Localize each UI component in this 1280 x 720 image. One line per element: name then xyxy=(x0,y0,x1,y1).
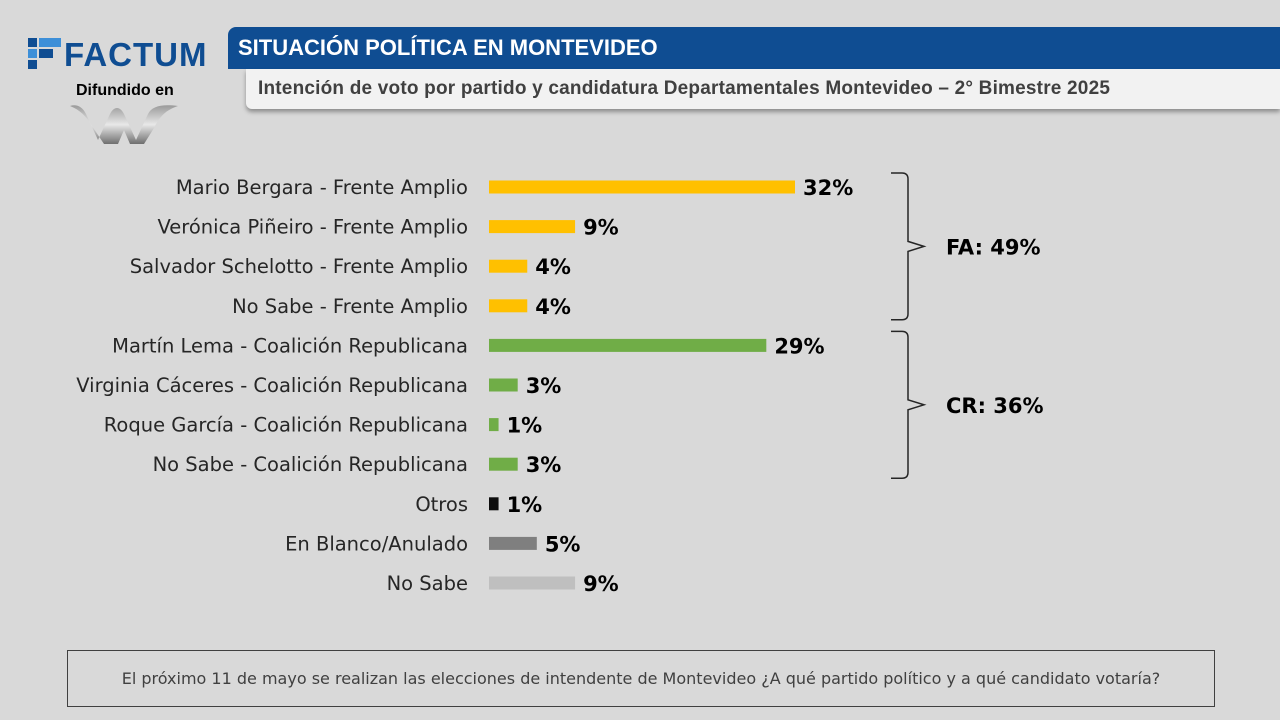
vote-intention-chart: Mario Bergara - Frente Amplio 32% Verónica… xyxy=(76,172,1044,596)
category-label: Martín Lema - Coalición Republicana xyxy=(112,334,468,357)
data-label: 4% xyxy=(535,295,571,319)
title-bar: SITUACIÓN POLÍTICA EN MONTEVIDEO xyxy=(228,27,1280,69)
group-total-label: CR: 36% xyxy=(946,394,1044,418)
bar xyxy=(489,378,518,392)
page-subtitle: Intención de voto por partido y candidat… xyxy=(258,78,1111,99)
data-label: 3% xyxy=(526,374,562,398)
w-logo-icon xyxy=(70,105,178,144)
brand-name: FACTUM xyxy=(64,36,208,73)
category-label: Verónica Piñeiro - Frente Amplio xyxy=(157,216,468,239)
data-label: 4% xyxy=(535,255,571,279)
bar xyxy=(489,497,499,511)
category-label: No Sabe - Frente Amplio xyxy=(232,295,468,318)
data-label: 9% xyxy=(583,216,619,240)
category-label: Virginia Cáceres - Coalición Republicana xyxy=(76,374,468,397)
category-label: Roque García - Coalición Republicana xyxy=(104,414,468,437)
bar xyxy=(489,457,518,471)
factum-logo-icon xyxy=(28,38,61,69)
data-label: 29% xyxy=(774,334,824,358)
category-label: No Sabe - Coalición Republicana xyxy=(153,453,468,476)
bar xyxy=(489,338,767,352)
survey-question-box: El próximo 11 de mayo se realizan las el… xyxy=(67,650,1215,707)
bar xyxy=(489,180,795,194)
category-label: Salvador Schelotto - Frente Amplio xyxy=(130,255,468,278)
group-bracket xyxy=(891,330,927,479)
group-total-label: FA: 49% xyxy=(946,235,1041,259)
bar xyxy=(489,418,499,432)
bar xyxy=(489,576,576,590)
data-label: 1% xyxy=(507,414,543,438)
category-label: Mario Bergara - Frente Amplio xyxy=(176,176,468,199)
bar xyxy=(489,220,576,234)
data-label: 32% xyxy=(803,176,853,200)
data-label: 5% xyxy=(545,532,581,556)
page-title: SITUACIÓN POLÍTICA EN MONTEVIDEO xyxy=(238,35,658,60)
bar xyxy=(489,259,528,273)
data-label: 1% xyxy=(507,493,543,517)
category-label: No Sabe xyxy=(387,572,468,595)
category-label: En Blanco/Anulado xyxy=(285,532,468,555)
bar xyxy=(489,536,537,550)
diffused-label: Difundido en xyxy=(76,82,174,99)
group-bracket xyxy=(891,172,927,321)
bar xyxy=(489,299,528,313)
data-label: 9% xyxy=(583,572,619,596)
subtitle-bar: Intención de voto por partido y candidat… xyxy=(246,69,1280,109)
category-label: Otros xyxy=(415,493,468,516)
survey-question: El próximo 11 de mayo se realizan las el… xyxy=(121,669,1161,688)
data-label: 3% xyxy=(526,453,562,477)
factum-logo: FACTUM Difundido en xyxy=(24,30,214,150)
